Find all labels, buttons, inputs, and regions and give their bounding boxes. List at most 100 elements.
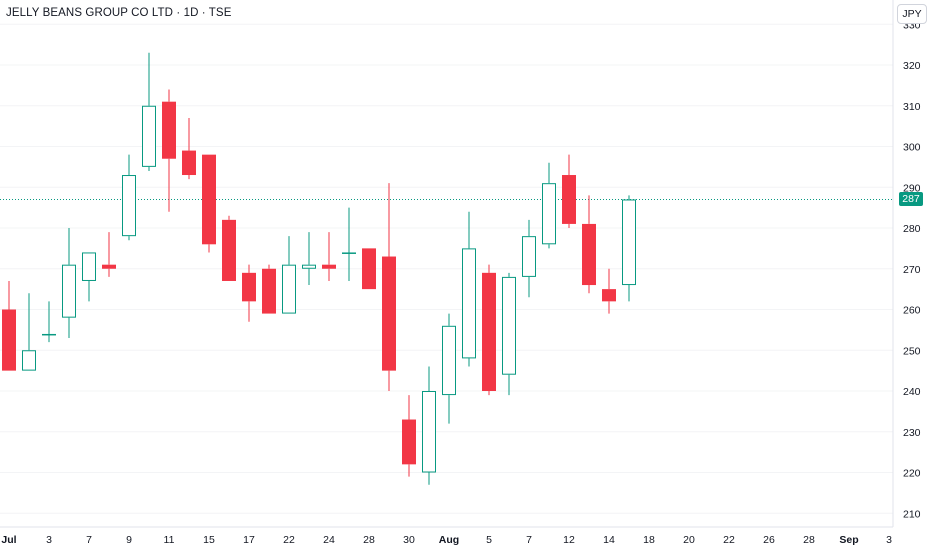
candle[interactable]	[562, 154, 576, 228]
candle[interactable]	[582, 195, 596, 294]
price-tick-label: 260	[903, 305, 921, 317]
candle[interactable]	[602, 268, 616, 314]
candle-body	[402, 419, 416, 465]
candle[interactable]	[122, 154, 136, 241]
price-tick-label: 240	[903, 386, 921, 398]
time-tick-label: 7	[86, 534, 92, 546]
candle[interactable]	[82, 252, 96, 302]
time-tick-label: 15	[203, 534, 215, 546]
time-tick-label: 11	[164, 534, 175, 546]
time-tick-label: 9	[126, 534, 132, 546]
candle-body	[122, 175, 136, 237]
candle[interactable]	[162, 89, 176, 212]
candle-body	[82, 252, 96, 281]
time-tick-label: 26	[763, 534, 775, 546]
candle-body	[102, 264, 116, 269]
chart-title: JELLY BEANS GROUP CO LTD · 1D · TSE	[6, 7, 232, 19]
candle-body	[62, 264, 76, 318]
price-tick-label: 280	[903, 223, 921, 235]
candle-body	[42, 333, 56, 336]
candle-body	[262, 268, 276, 314]
candle[interactable]	[2, 280, 16, 371]
candle-body	[502, 276, 516, 375]
candles	[2, 52, 636, 485]
candle[interactable]	[462, 211, 476, 367]
candle-body	[622, 199, 636, 286]
price-tick-label: 310	[903, 101, 921, 113]
candle-body	[522, 236, 536, 277]
candle[interactable]	[442, 313, 456, 424]
candle-body	[182, 150, 196, 176]
candle[interactable]	[102, 232, 116, 277]
candle-body	[342, 252, 356, 254]
candle[interactable]	[522, 219, 536, 298]
candle[interactable]	[242, 264, 256, 322]
candle[interactable]	[202, 154, 216, 253]
candle-body	[562, 175, 576, 224]
time-tick-label: 20	[683, 534, 695, 546]
grid-lines	[0, 23, 893, 514]
price-tick-label: 320	[903, 60, 921, 72]
candle[interactable]	[622, 195, 636, 302]
time-tick-label: 12	[563, 534, 575, 546]
candle[interactable]	[222, 215, 236, 281]
price-tick-label: 300	[903, 142, 921, 154]
candle-body	[542, 183, 556, 245]
time-tick-label: 30	[403, 534, 415, 546]
price-tick-label: 220	[903, 468, 921, 480]
candle-body	[302, 264, 316, 269]
candle-body	[582, 223, 596, 286]
currency-button[interactable]: JPY	[897, 4, 927, 24]
time-tick-label: 14	[603, 534, 615, 546]
candle[interactable]	[382, 183, 396, 391]
candle[interactable]	[482, 264, 496, 396]
candle[interactable]	[502, 272, 516, 396]
candle[interactable]	[282, 236, 296, 314]
time-tick-label: 3	[46, 534, 52, 546]
candle[interactable]	[402, 395, 416, 477]
candle-body	[362, 248, 376, 290]
candle[interactable]	[362, 248, 376, 290]
candle-body	[222, 219, 236, 281]
candle-body	[422, 391, 436, 473]
candle[interactable]	[142, 52, 156, 171]
time-tick-label: 28	[803, 534, 815, 546]
price-tick-label: 270	[903, 264, 921, 276]
candle-body	[602, 289, 616, 302]
candle[interactable]	[542, 162, 556, 249]
candle-body	[242, 272, 256, 302]
time-tick-label: 22	[723, 534, 735, 546]
time-tick-label: Sep	[839, 534, 858, 546]
price-tick-label: 250	[903, 345, 921, 357]
time-tick-label: 7	[526, 534, 532, 546]
candle-body	[162, 101, 176, 159]
time-tick-label: 28	[363, 534, 375, 546]
time-tick-label: 24	[323, 534, 335, 546]
candle[interactable]	[182, 117, 196, 180]
candle-body	[202, 154, 216, 245]
candle-body	[322, 264, 336, 269]
candle-body	[22, 350, 36, 371]
last-price-label: 287	[899, 192, 923, 207]
candle-body	[2, 309, 16, 371]
candle[interactable]	[22, 293, 36, 371]
candle[interactable]	[262, 264, 276, 314]
time-tick-label: Aug	[439, 534, 459, 546]
candle[interactable]	[62, 228, 76, 339]
candle-body	[282, 264, 296, 314]
time-tick-label: 17	[243, 534, 255, 546]
candle-body	[462, 248, 476, 359]
candle[interactable]	[42, 301, 56, 343]
time-axis[interactable]: Jul 3 7 9 11 15 17 22 24 28 30 Aug 5 7 12 14 18 20 22 26 28 S…	[1, 534, 892, 546]
candle-body	[382, 256, 396, 371]
candle[interactable]	[342, 207, 356, 281]
time-tick-label: Jul	[1, 534, 16, 546]
price-tick-label: 290	[903, 182, 921, 194]
candle[interactable]	[322, 232, 336, 281]
candle[interactable]	[422, 366, 436, 485]
time-tick-label: 18	[643, 534, 655, 546]
candle-body	[482, 272, 496, 391]
candle[interactable]	[302, 232, 316, 286]
